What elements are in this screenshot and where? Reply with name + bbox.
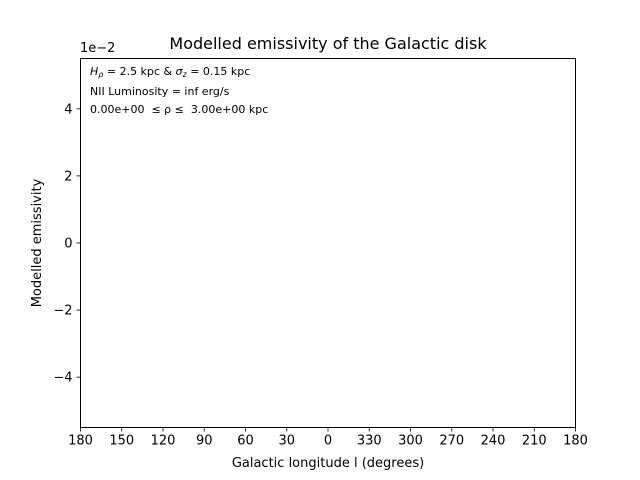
- annotation-sigma-subscript: z: [182, 70, 188, 79]
- annotation-box: Hρ = 2.5 kpc & σz = 0.15 kpc NII Luminos…: [90, 65, 268, 116]
- y-tick-label: 2: [64, 169, 72, 184]
- x-tick-label: 180: [563, 434, 588, 449]
- y-tick-label: 0: [64, 237, 72, 252]
- x-tick-label: 60: [237, 434, 254, 449]
- annotation-radius-range: 0.00e+00 ≤ ρ ≤ 3.00e+00 kpc: [90, 103, 268, 116]
- x-tick-label: 150: [109, 434, 134, 449]
- y-axis-ticks: −4 −2 0 2 4: [53, 102, 81, 386]
- chart-title: Modelled emissivity of the Galactic disk: [169, 34, 487, 53]
- x-tick-label: 180: [68, 434, 93, 449]
- annotation-h-symbol: H: [90, 65, 98, 78]
- x-tick-label: 120: [151, 434, 176, 449]
- annotation-sigma-value: = 0.15 kpc: [187, 65, 251, 78]
- x-tick-label: 90: [196, 434, 213, 449]
- x-tick-label: 330: [357, 434, 382, 449]
- x-tick-label: 30: [278, 434, 295, 449]
- x-tick-label: 210: [522, 434, 547, 449]
- plot-area: [80, 58, 576, 428]
- y-axis-label: Modelled emissivity: [30, 178, 45, 307]
- y-tick-label: −4: [53, 371, 72, 386]
- x-axis-label: Galactic longitude l (degrees): [232, 456, 424, 471]
- annotation-scale-heights: Hρ = 2.5 kpc & σz = 0.15 kpc: [90, 65, 250, 79]
- x-tick-label: 240: [481, 434, 506, 449]
- annotation-luminosity: NII Luminosity = inf erg/s: [90, 85, 230, 98]
- y-tick-label: −2: [53, 304, 72, 319]
- x-tick-label: 300: [398, 434, 423, 449]
- y-tick-label: 4: [64, 102, 72, 117]
- x-tick-label: 0: [324, 434, 332, 449]
- annotation-h-subscript: ρ: [98, 70, 103, 79]
- x-tick-label: 270: [439, 434, 464, 449]
- x-axis-ticks: 180 150 120 90 60 30 0 330 300 270 240 210 180: [68, 427, 588, 449]
- annotation-h-value: = 2.5 kpc &: [103, 65, 175, 78]
- y-axis-offset-label: 1e−2: [80, 41, 115, 56]
- annotation-sigma-symbol: σ: [176, 65, 184, 78]
